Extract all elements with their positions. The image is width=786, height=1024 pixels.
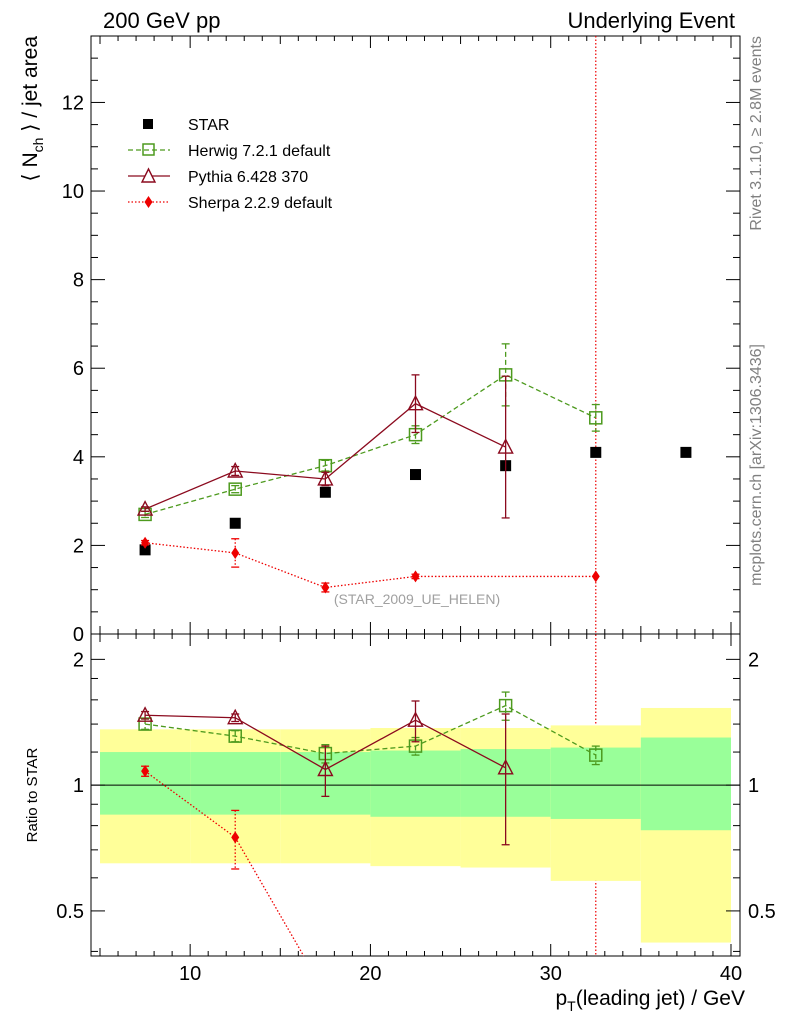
ratio-y-tick-label-left-0.5: 0.5 bbox=[56, 901, 84, 923]
header-right: Underlying Event bbox=[567, 8, 735, 33]
main-y-tick-label-12: 12 bbox=[62, 92, 84, 114]
ratio-sherpa-point-1 bbox=[231, 831, 240, 844]
legend-marker-star bbox=[143, 119, 153, 129]
main-y-tick-label-4: 4 bbox=[73, 447, 84, 469]
ratio-pythia-point-0 bbox=[136, 706, 154, 722]
ratio-pythia-point-3 bbox=[407, 711, 424, 727]
main-pythia-point-2 bbox=[317, 469, 334, 486]
x-tick-label-10: 10 bbox=[179, 963, 201, 985]
band-inner-3 bbox=[370, 750, 461, 817]
ratio-y-tick-label-left-1: 1 bbox=[73, 775, 84, 797]
main-herwig-point-5 bbox=[589, 411, 603, 425]
ratio-y-tick-label-left-2: 2 bbox=[73, 649, 84, 671]
main-star-point-2 bbox=[319, 486, 331, 498]
band-inner-6 bbox=[640, 737, 731, 831]
band-inner-1 bbox=[190, 752, 281, 815]
main-sherpa-point-0 bbox=[141, 536, 150, 549]
x-axis-label: pT(leading jet) / GeV bbox=[555, 987, 745, 1014]
main-pythia-point-0 bbox=[136, 500, 154, 516]
main-y-tick-label-0: 0 bbox=[73, 624, 84, 646]
ratio-herwig-point-5 bbox=[589, 748, 603, 762]
main-y-tick-label-2: 2 bbox=[73, 535, 84, 557]
x-tick-label-40: 40 bbox=[720, 963, 742, 985]
x-tick-label-20: 20 bbox=[359, 963, 381, 985]
band-inner-0 bbox=[100, 752, 191, 815]
ratio-herwig-line bbox=[144, 704, 597, 756]
header-left: 200 GeV pp bbox=[103, 8, 220, 33]
y-axis-label-ratio: Ratio to STAR bbox=[24, 747, 41, 842]
legend-label-pythia: Pythia 6.428 370 bbox=[188, 169, 308, 186]
ratio-frame bbox=[90, 633, 741, 957]
main-sherpa-point-3 bbox=[411, 570, 420, 583]
ratio-herwig-point-4 bbox=[498, 698, 513, 713]
main-herwig-point-1 bbox=[228, 482, 242, 496]
legend-label-herwig: Herwig 7.2.1 default bbox=[188, 143, 331, 160]
side-text-top: Rivet 3.1.10, ≥ 2.8M events bbox=[748, 36, 765, 231]
ratio-pythia-point-2 bbox=[317, 760, 334, 777]
main-sherpa-point-1 bbox=[231, 546, 240, 559]
legend-marker-herwig bbox=[142, 143, 155, 156]
main-star-point-1 bbox=[229, 517, 241, 529]
legend-label-sherpa: Sherpa 2.2.9 default bbox=[188, 195, 333, 212]
main-herwig-point-2 bbox=[318, 458, 333, 473]
ratio-panel: 10 20 30 40 0.5 0.5 1 1 2 2 bbox=[56, 633, 776, 985]
main-star-point-0 bbox=[139, 544, 151, 556]
ratio-y-tick-label-right-1: 1 bbox=[748, 775, 759, 797]
ratio-y-tick-label-right-2: 2 bbox=[748, 649, 759, 671]
ratio-sherpa-point-0 bbox=[141, 765, 150, 778]
band-inner-5 bbox=[550, 747, 641, 819]
main-pythia-point-1 bbox=[227, 461, 244, 478]
legend-label-star: STAR bbox=[188, 117, 229, 134]
main-sherpa-point-4 bbox=[591, 570, 600, 583]
ratio-pythia-point-4 bbox=[497, 758, 514, 775]
main-y-tick-label-6: 6 bbox=[73, 358, 84, 380]
main-herwig-line bbox=[144, 374, 597, 516]
ratio-herwig-point-1 bbox=[228, 729, 242, 743]
main-sherpa-line bbox=[145, 542, 596, 589]
main-sherpa-point-2 bbox=[321, 581, 330, 594]
x-tick-label-30: 30 bbox=[540, 963, 562, 985]
main-star-point-6 bbox=[680, 446, 692, 458]
ratio-sherpa-line bbox=[144, 770, 305, 957]
main-star-point-5 bbox=[590, 446, 602, 458]
main-pythia-point-4 bbox=[497, 438, 514, 454]
side-text-bottom: mcplots.cern.ch [arXiv:1306.3436] bbox=[748, 344, 765, 586]
legend-marker-pythia bbox=[140, 167, 157, 183]
ratio-y-tick-label-right-0.5: 0.5 bbox=[748, 901, 776, 923]
main-y-tick-label-10: 10 bbox=[62, 181, 84, 203]
main-pythia-point-3 bbox=[407, 394, 424, 411]
legend-marker-sherpa bbox=[144, 196, 153, 208]
ratio-pythia-point-1 bbox=[227, 708, 244, 725]
watermark: (STAR_2009_UE_HELEN) bbox=[334, 591, 500, 607]
main-star-point-3 bbox=[410, 469, 421, 481]
y-axis-label-main: ⟨ Nch ⟩ / jet area bbox=[19, 36, 46, 182]
legend: STAR Herwig 7.2.1 default Pythia 6.428 3… bbox=[128, 117, 333, 212]
main-y-tick-label-8: 8 bbox=[73, 270, 84, 292]
